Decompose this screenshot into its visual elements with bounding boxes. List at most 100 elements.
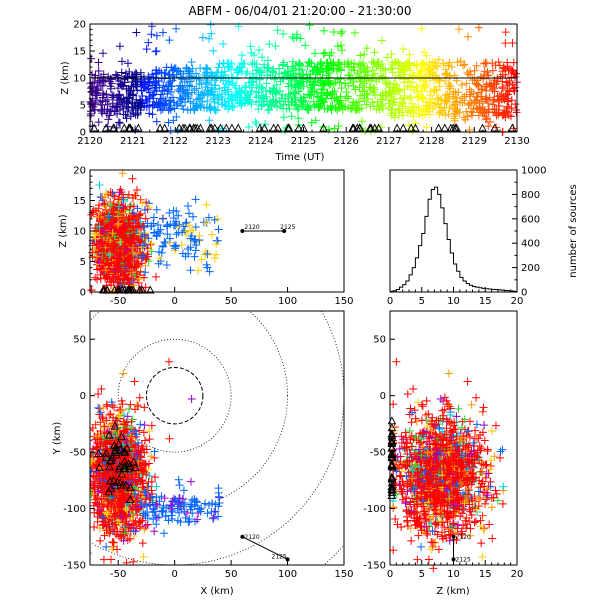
time-height-source-point xyxy=(396,68,405,77)
time-height-source-point xyxy=(360,50,369,59)
time-height-source-point xyxy=(293,105,302,114)
plan-view-source-point xyxy=(90,440,93,442)
time-height-source-point xyxy=(166,105,175,114)
time-height-source-point xyxy=(327,106,336,115)
time-height-source-point xyxy=(364,74,373,83)
plan-view-source-point xyxy=(95,404,104,413)
time-height-source-point xyxy=(505,87,514,96)
time-height-xlabel: Time (UT) xyxy=(275,152,325,163)
time-height-source-point xyxy=(319,85,328,94)
time-height-source-point xyxy=(89,102,98,111)
time-height-source-point xyxy=(332,93,341,102)
time-height-source-point xyxy=(285,104,294,113)
plan-view-xtick-label: 50 xyxy=(225,569,238,580)
time-height-source-point xyxy=(368,98,377,107)
time-height-source-point xyxy=(198,91,207,100)
time-height-source-point xyxy=(390,98,399,107)
time-height-source-point xyxy=(165,101,174,110)
time-height-source-point xyxy=(246,42,255,51)
time-height-source-point xyxy=(168,93,177,102)
time-height-source-point xyxy=(287,112,296,121)
time-height-source-point xyxy=(320,48,329,57)
time-height-source-point xyxy=(117,98,126,107)
time-height-source-point xyxy=(414,93,423,102)
time-height-source-point xyxy=(244,123,253,132)
plan-view-source-point xyxy=(90,429,93,431)
time-height-source-point xyxy=(136,97,145,106)
time-height-source-point xyxy=(184,90,193,99)
time-height-source-point xyxy=(390,113,399,122)
time-height-source-point xyxy=(227,92,236,101)
time-height-source-point xyxy=(271,73,280,82)
time-height-source-point xyxy=(240,59,249,68)
time-height-source-point xyxy=(196,102,205,111)
time-height-source-point xyxy=(250,50,259,59)
time-height-source-point xyxy=(511,100,520,109)
time-height-source-point xyxy=(169,116,178,125)
time-height-source-point xyxy=(499,63,508,72)
time-height-source-point xyxy=(138,92,147,101)
plan-view-source-point xyxy=(186,477,195,486)
time-height-source-point xyxy=(209,46,218,55)
time-height-source-point xyxy=(436,106,445,115)
x-z-source-point xyxy=(95,181,104,190)
time-height-source-point xyxy=(343,94,352,103)
plan-view-source-point xyxy=(81,476,89,484)
time-height-xtick-label: 2120 xyxy=(77,136,102,147)
time-height-source-point xyxy=(131,110,140,119)
time-height-source-point xyxy=(206,102,215,111)
histogram-ytick-label: 1000 xyxy=(521,166,546,177)
plan-view-xtick-label: 0 xyxy=(171,569,177,580)
plan-view-source-point xyxy=(214,492,223,501)
time-height-source-point xyxy=(166,97,175,106)
x-z-source-point xyxy=(160,237,169,246)
time-height-xtick-label: 2126 xyxy=(333,136,358,147)
time-height-source-point xyxy=(91,96,100,105)
time-height-source-point xyxy=(452,107,461,116)
time-height-source-point xyxy=(229,91,238,100)
time-height-source-point xyxy=(337,84,346,93)
plan-view-xtick-label: 150 xyxy=(334,569,353,580)
time-height-source-point xyxy=(328,101,337,110)
time-height-source-point xyxy=(479,74,488,83)
time-height-source-point xyxy=(405,50,414,59)
plan-view-source-point xyxy=(187,395,196,404)
time-height-source-point xyxy=(490,87,499,96)
time-height-source-point xyxy=(143,97,152,106)
time-height-xtick-label: 2121 xyxy=(120,136,145,147)
time-height-source-point xyxy=(481,82,490,91)
time-height-source-point xyxy=(179,69,188,78)
time-height-source-point xyxy=(270,75,279,84)
time-height-source-point xyxy=(290,80,299,89)
time-height-source-point xyxy=(163,90,172,99)
time-height-source-point xyxy=(118,57,127,66)
plan-view-source-point xyxy=(106,555,115,564)
time-height-source-point xyxy=(92,84,101,93)
time-height-source-point xyxy=(154,99,163,108)
time-height-source-point xyxy=(424,98,433,107)
time-height-source-point xyxy=(445,72,454,81)
time-height-source-point xyxy=(301,97,310,106)
time-height-source-point xyxy=(316,101,325,110)
time-height-source-point xyxy=(267,101,276,110)
time-height-source-point xyxy=(472,61,481,70)
time-height-source-point xyxy=(462,79,471,88)
time-height-source-point xyxy=(179,91,188,100)
time-height-source-point xyxy=(355,61,364,70)
time-height-source-point xyxy=(454,88,463,97)
time-height-source-point xyxy=(290,100,299,109)
time-height-source-point xyxy=(490,104,499,113)
time-height-source-point xyxy=(507,96,516,105)
time-height-source-point xyxy=(249,75,258,84)
time-height-source-point xyxy=(102,90,111,99)
time-height-source-point xyxy=(219,39,228,48)
time-height-source-point xyxy=(375,106,384,115)
station-marker xyxy=(406,123,416,132)
plan-view-sources xyxy=(81,357,224,565)
time-height-source-point xyxy=(430,58,439,67)
time-height-source-point xyxy=(466,92,475,101)
histogram-ytick-label: 200 xyxy=(521,263,540,274)
